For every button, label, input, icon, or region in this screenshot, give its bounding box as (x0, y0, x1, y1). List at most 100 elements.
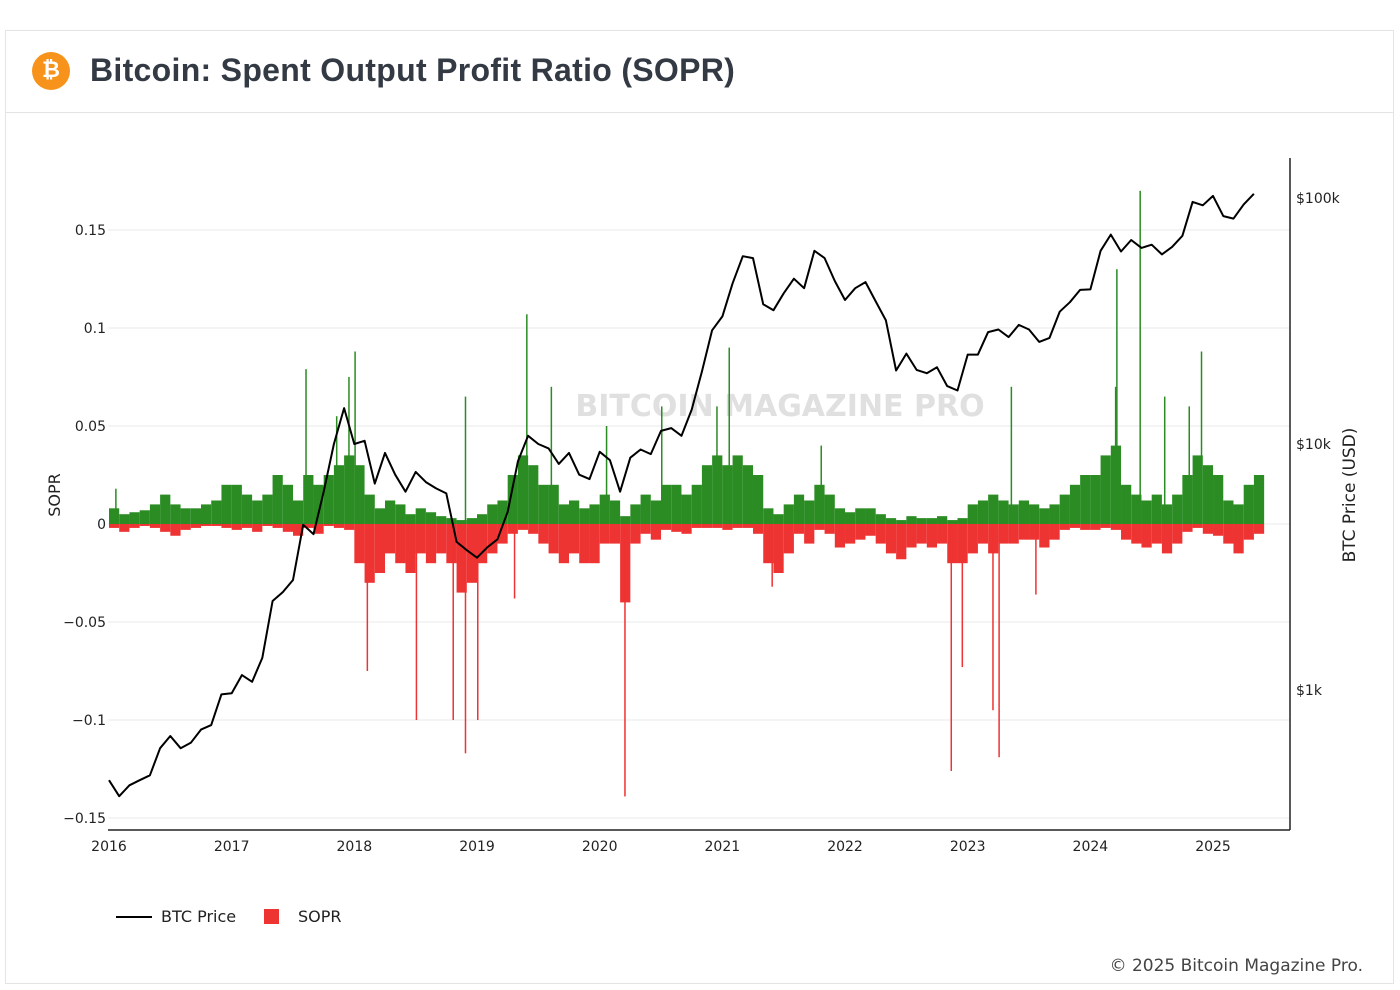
sopr-spike-negative (771, 524, 773, 587)
x-tick-label: 2016 (91, 839, 127, 855)
sopr-bar-positive (160, 494, 171, 524)
sopr-bar-positive (190, 508, 202, 524)
sopr-bar-negative (1213, 524, 1224, 536)
sopr-bar-positive (967, 504, 978, 524)
sopr-bar-negative (538, 524, 549, 544)
sopr-bar-positive (1161, 504, 1173, 524)
y2-tick-label: $100k (1296, 191, 1341, 207)
sopr-bar-negative (201, 524, 212, 526)
sopr-bar-negative (477, 524, 488, 564)
sopr-bar-negative (415, 524, 426, 554)
sopr-spike-positive (728, 347, 730, 524)
sopr-bar-positive (333, 465, 345, 524)
sopr-bar-negative (1039, 524, 1050, 548)
sopr-bar-negative (303, 524, 314, 528)
sopr-bar-positive (1029, 504, 1040, 524)
sopr-bar-positive (1223, 500, 1234, 524)
legend-line-swatch (116, 916, 152, 918)
sopr-spike-negative (961, 524, 964, 668)
sopr-bar-negative (845, 524, 856, 544)
sopr-bar-negative (885, 524, 897, 554)
sopr-bar-negative (170, 524, 181, 536)
sopr-bar-positive (170, 504, 181, 524)
sopr-spike-positive (1139, 190, 1141, 525)
sopr-bar-positive (906, 516, 917, 524)
sopr-bar-positive (517, 455, 529, 524)
watermark: BITCOIN MAGAZINE PRO (575, 389, 984, 424)
sopr-bar-positive (1131, 494, 1142, 524)
sopr-bar-negative (149, 524, 161, 528)
sopr-bar-negative (1110, 524, 1122, 530)
sopr-bar-positive (845, 512, 856, 524)
sopr-bar-negative (1243, 524, 1254, 540)
y-tick-label: 0 (97, 517, 106, 533)
sopr-bar-negative (783, 524, 794, 554)
sopr-bar-negative (1151, 524, 1162, 544)
sopr-bar-negative (1233, 524, 1244, 554)
sopr-bar-positive (1100, 455, 1111, 524)
sopr-bar-negative (1253, 524, 1265, 534)
sopr-bar-negative (1192, 524, 1203, 528)
sopr-bar-negative (977, 524, 989, 544)
sopr-spike-negative (452, 524, 454, 720)
chart-card (5, 30, 1394, 984)
sopr-bar-positive (252, 500, 263, 524)
sopr-spike-positive (1163, 396, 1166, 524)
y-tick-label: −0.05 (63, 615, 106, 631)
sopr-bar-positive (681, 494, 692, 524)
sopr-bar-negative (681, 524, 692, 534)
sopr-bar-negative (763, 524, 774, 564)
sopr-bar-negative (834, 524, 846, 548)
sopr-bar-negative (436, 524, 447, 554)
sopr-bar-positive (1039, 508, 1050, 524)
sopr-bar-negative (548, 524, 559, 554)
chart-header: ₿ Bitcoin: Spent Output Profit Ratio (SO… (5, 30, 1394, 113)
sopr-bar-positive (691, 484, 702, 524)
sopr-bar-negative (446, 524, 457, 564)
sopr-bar-negative (906, 524, 917, 548)
sopr-bar-positive (1172, 494, 1183, 524)
sopr-bar-positive (201, 504, 212, 524)
sopr-bar-positive (599, 494, 610, 524)
sopr-bar-negative (1080, 524, 1091, 530)
sopr-bar-positive (957, 518, 968, 524)
sopr-bar-positive (374, 508, 386, 524)
sopr-bar-negative (701, 524, 713, 528)
sopr-bar-positive (650, 500, 662, 524)
sopr-bar-positive (405, 514, 416, 524)
sopr-bar-positive (947, 520, 958, 524)
y2-axis-title: BTC Price (USD) (1340, 428, 1360, 563)
sopr-spike-negative (992, 524, 994, 711)
sopr-bar-positive (395, 504, 406, 524)
sopr-spike-negative (477, 524, 479, 720)
sopr-bar-positive (1080, 475, 1091, 524)
sopr-spike-positive (1188, 406, 1190, 524)
sopr-bar-negative (609, 524, 621, 544)
sopr-bar-positive (1151, 494, 1162, 524)
sopr-bar-negative (323, 524, 334, 526)
sopr-bar-positive (1141, 500, 1152, 524)
sopr-spike-negative (464, 524, 467, 754)
sopr-bar-positive (1213, 475, 1224, 524)
legend-label: BTC Price (161, 907, 237, 926)
sopr-bar-positive (1233, 504, 1244, 524)
sopr-bar-negative (793, 524, 805, 534)
sopr-bar-negative (507, 524, 518, 534)
sopr-bar-positive (661, 484, 672, 524)
sopr-bar-positive (231, 484, 242, 524)
sopr-bar-positive (855, 508, 866, 524)
sopr-bar-positive (732, 455, 743, 524)
sopr-bar-negative (1141, 524, 1152, 548)
x-tick-label: 2022 (827, 839, 863, 855)
x-tick-label: 2019 (459, 839, 495, 855)
sopr-bar-negative (129, 524, 140, 528)
sopr-bar-positive (477, 514, 488, 524)
sopr-spike-negative (1035, 524, 1037, 595)
sopr-bar-positive (988, 494, 999, 524)
sopr-bar-negative (1049, 524, 1060, 540)
sopr-bar-negative (333, 524, 345, 528)
sopr-spike-negative (513, 524, 516, 599)
sopr-bar-positive (119, 514, 130, 524)
sopr-bar-negative (160, 524, 171, 532)
